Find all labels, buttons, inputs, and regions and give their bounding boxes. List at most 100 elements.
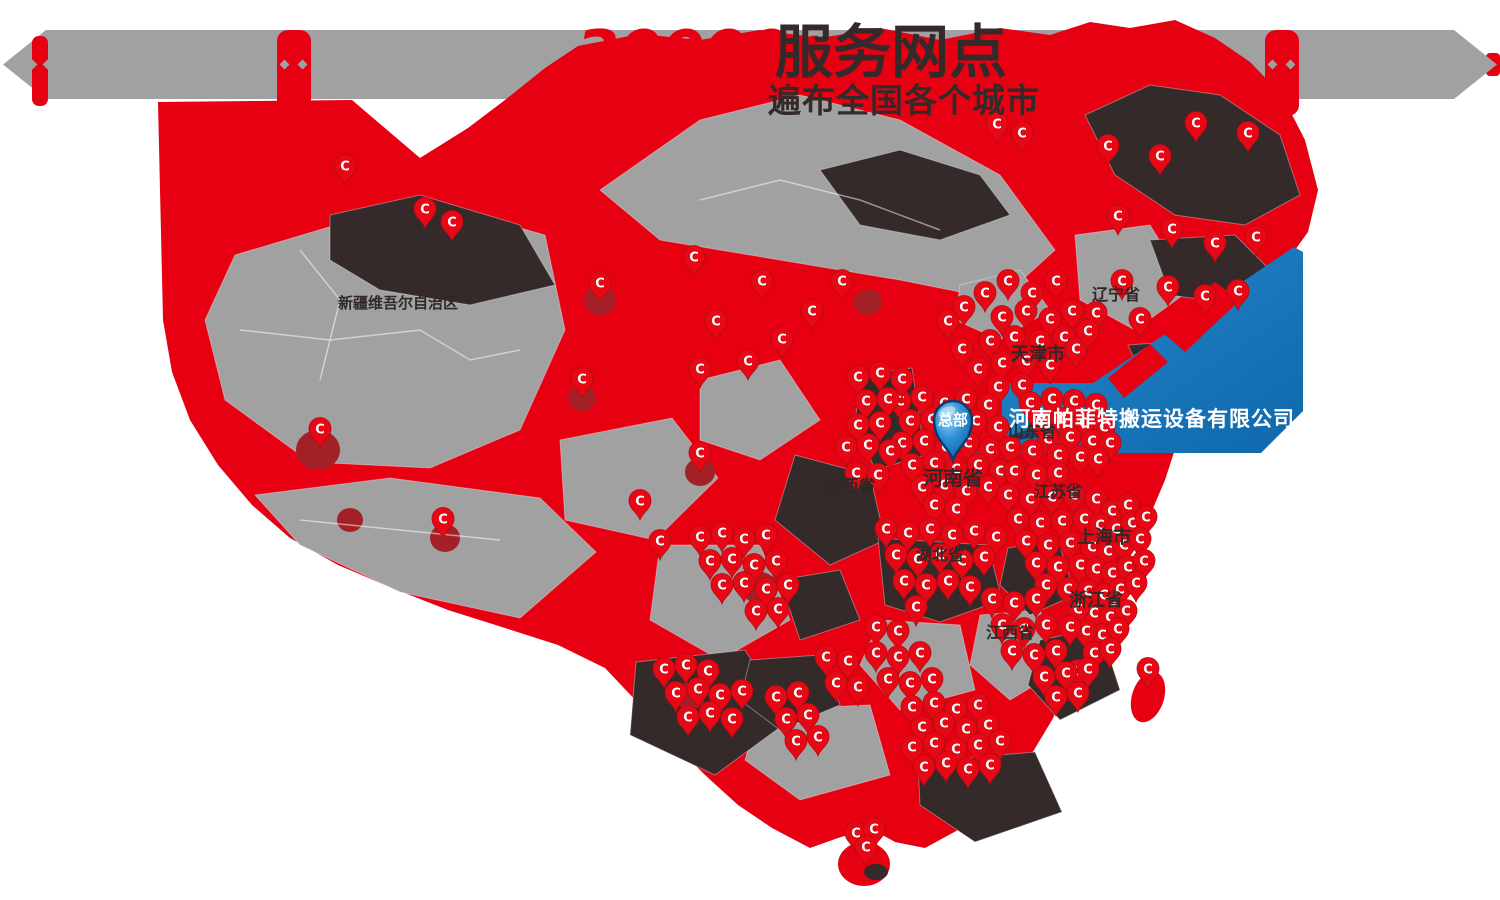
- location-pin[interactable]: C: [1086, 447, 1110, 480]
- location-pin[interactable]: C: [800, 299, 824, 332]
- location-pin[interactable]: C: [720, 547, 744, 580]
- location-pin[interactable]: C: [920, 667, 944, 700]
- location-pin[interactable]: C: [413, 197, 437, 230]
- location-pin[interactable]: C: [1044, 685, 1068, 718]
- location-pin[interactable]: C: [796, 703, 820, 736]
- location-pin[interactable]: C: [1012, 617, 1036, 650]
- location-pin[interactable]: C: [978, 329, 1002, 362]
- location-pin[interactable]: C: [932, 711, 956, 744]
- location-pin[interactable]: C: [940, 523, 964, 556]
- location-pin[interactable]: C: [966, 357, 990, 390]
- location-pin[interactable]: C: [868, 361, 892, 394]
- location-pin[interactable]: C: [1040, 387, 1064, 420]
- location-pin[interactable]: C: [776, 573, 800, 606]
- location-pin[interactable]: C: [676, 705, 700, 738]
- location-pin[interactable]: C: [1136, 657, 1160, 690]
- location-pin[interactable]: C: [1006, 507, 1030, 540]
- location-pin[interactable]: C: [928, 543, 952, 576]
- location-pin[interactable]: C: [844, 461, 868, 494]
- location-pin[interactable]: C: [898, 671, 922, 704]
- location-pin[interactable]: C: [1160, 217, 1184, 250]
- location-pin[interactable]: C: [944, 497, 968, 530]
- location-pin[interactable]: C: [962, 519, 986, 552]
- location-pin[interactable]: C: [1054, 661, 1078, 694]
- location-pin[interactable]: C: [1038, 353, 1062, 386]
- location-pin[interactable]: C: [912, 429, 936, 462]
- location-pin[interactable]: C: [308, 417, 332, 450]
- location-pin[interactable]: C: [1014, 529, 1038, 562]
- location-pin[interactable]: C: [914, 573, 938, 606]
- location-pin[interactable]: C: [570, 367, 594, 400]
- location-pin[interactable]: C: [736, 349, 760, 382]
- location-pin[interactable]: C: [744, 599, 768, 632]
- location-pin[interactable]: C: [976, 475, 1000, 508]
- location-pin[interactable]: C: [652, 657, 676, 690]
- location-pin[interactable]: C: [998, 435, 1022, 468]
- location-pin[interactable]: C: [846, 365, 870, 398]
- location-pin[interactable]: C: [1128, 307, 1152, 340]
- location-pin[interactable]: C: [648, 529, 672, 562]
- location-pin[interactable]: C: [1058, 531, 1082, 564]
- location-pin[interactable]: C: [628, 489, 652, 522]
- location-pin[interactable]: C: [1032, 665, 1056, 698]
- location-pin[interactable]: C: [754, 577, 778, 610]
- location-pin[interactable]: C: [764, 685, 788, 718]
- location-pin[interactable]: C: [900, 695, 924, 728]
- location-pin[interactable]: C: [1060, 299, 1084, 332]
- location-pin[interactable]: C: [868, 411, 892, 444]
- location-pin[interactable]: C: [1034, 613, 1058, 646]
- location-pin[interactable]: C: [966, 693, 990, 726]
- location-pin[interactable]: C: [588, 271, 612, 304]
- location-pin[interactable]: C: [886, 619, 910, 652]
- location-pin[interactable]: C: [786, 681, 810, 714]
- location-pin[interactable]: C: [732, 527, 756, 560]
- location-pin[interactable]: C: [990, 351, 1014, 384]
- location-pin[interactable]: C: [1002, 591, 1026, 624]
- location-pin[interactable]: C: [1064, 337, 1088, 370]
- location-pin[interactable]: C: [1024, 463, 1048, 496]
- location-pin[interactable]: C: [1014, 349, 1038, 382]
- location-pin[interactable]: C: [922, 451, 946, 484]
- location-pin[interactable]: C: [732, 571, 756, 604]
- location-pin[interactable]: C: [664, 681, 688, 714]
- location-pin[interactable]: C: [830, 269, 854, 302]
- location-pin[interactable]: C: [333, 154, 357, 187]
- location-pin[interactable]: C: [1056, 577, 1080, 610]
- location-pin[interactable]: C: [720, 707, 744, 740]
- location-pin[interactable]: C: [1046, 443, 1070, 476]
- location-pin[interactable]: C: [934, 751, 958, 784]
- location-pin[interactable]: C: [1028, 329, 1052, 362]
- location-pin[interactable]: C: [906, 547, 930, 580]
- location-pin[interactable]: C: [1124, 571, 1148, 604]
- location-pin[interactable]: C: [1110, 269, 1134, 302]
- location-pin[interactable]: C: [898, 409, 922, 442]
- location-pin[interactable]: C: [1148, 144, 1172, 177]
- location-pin[interactable]: C: [710, 521, 734, 554]
- location-pin[interactable]: C: [730, 679, 754, 712]
- location-pin[interactable]: C: [834, 435, 858, 468]
- location-pin[interactable]: C: [1203, 231, 1227, 264]
- location-pin[interactable]: C: [1022, 643, 1046, 676]
- location-pin[interactable]: C: [996, 483, 1020, 516]
- location-pin[interactable]: C: [878, 439, 902, 472]
- location-pin[interactable]: C: [956, 757, 980, 790]
- location-pin[interactable]: C: [904, 595, 928, 628]
- location-pin[interactable]: C: [996, 269, 1020, 302]
- location-pin[interactable]: C: [1024, 551, 1048, 584]
- location-pin[interactable]: C: [1040, 485, 1064, 518]
- location-pin[interactable]: C: [688, 441, 712, 474]
- location-pin[interactable]: C: [980, 587, 1004, 620]
- location-pin[interactable]: C: [876, 387, 900, 420]
- location-pin[interactable]: C: [1134, 505, 1158, 538]
- location-pin[interactable]: C: [1058, 615, 1082, 648]
- location-pin[interactable]: C: [1062, 483, 1086, 516]
- location-pin[interactable]: C: [973, 281, 997, 314]
- location-pin[interactable]: C: [1244, 225, 1268, 258]
- location-pin[interactable]: C: [1106, 204, 1130, 237]
- location-pin[interactable]: C: [854, 389, 878, 422]
- location-pin[interactable]: C: [764, 549, 788, 582]
- location-pin[interactable]: C: [990, 305, 1014, 338]
- location-pin[interactable]: C: [922, 691, 946, 724]
- location-pin[interactable]: C: [1068, 445, 1092, 478]
- location-pin[interactable]: C: [1000, 639, 1024, 672]
